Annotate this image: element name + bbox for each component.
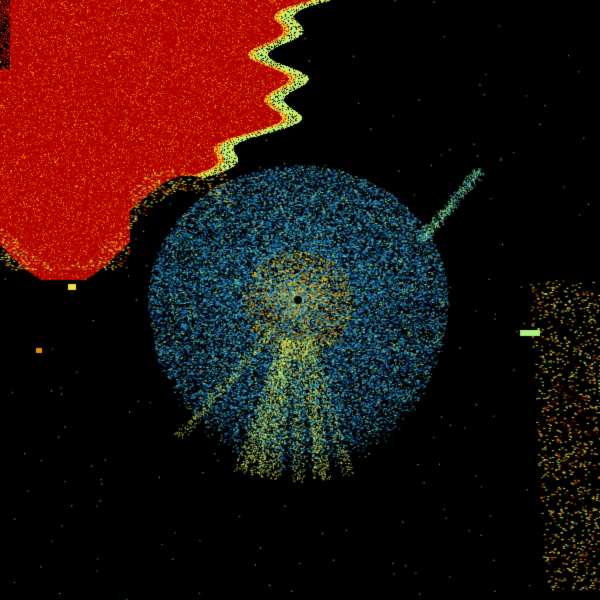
radar-reflectivity-image — [0, 0, 600, 600]
